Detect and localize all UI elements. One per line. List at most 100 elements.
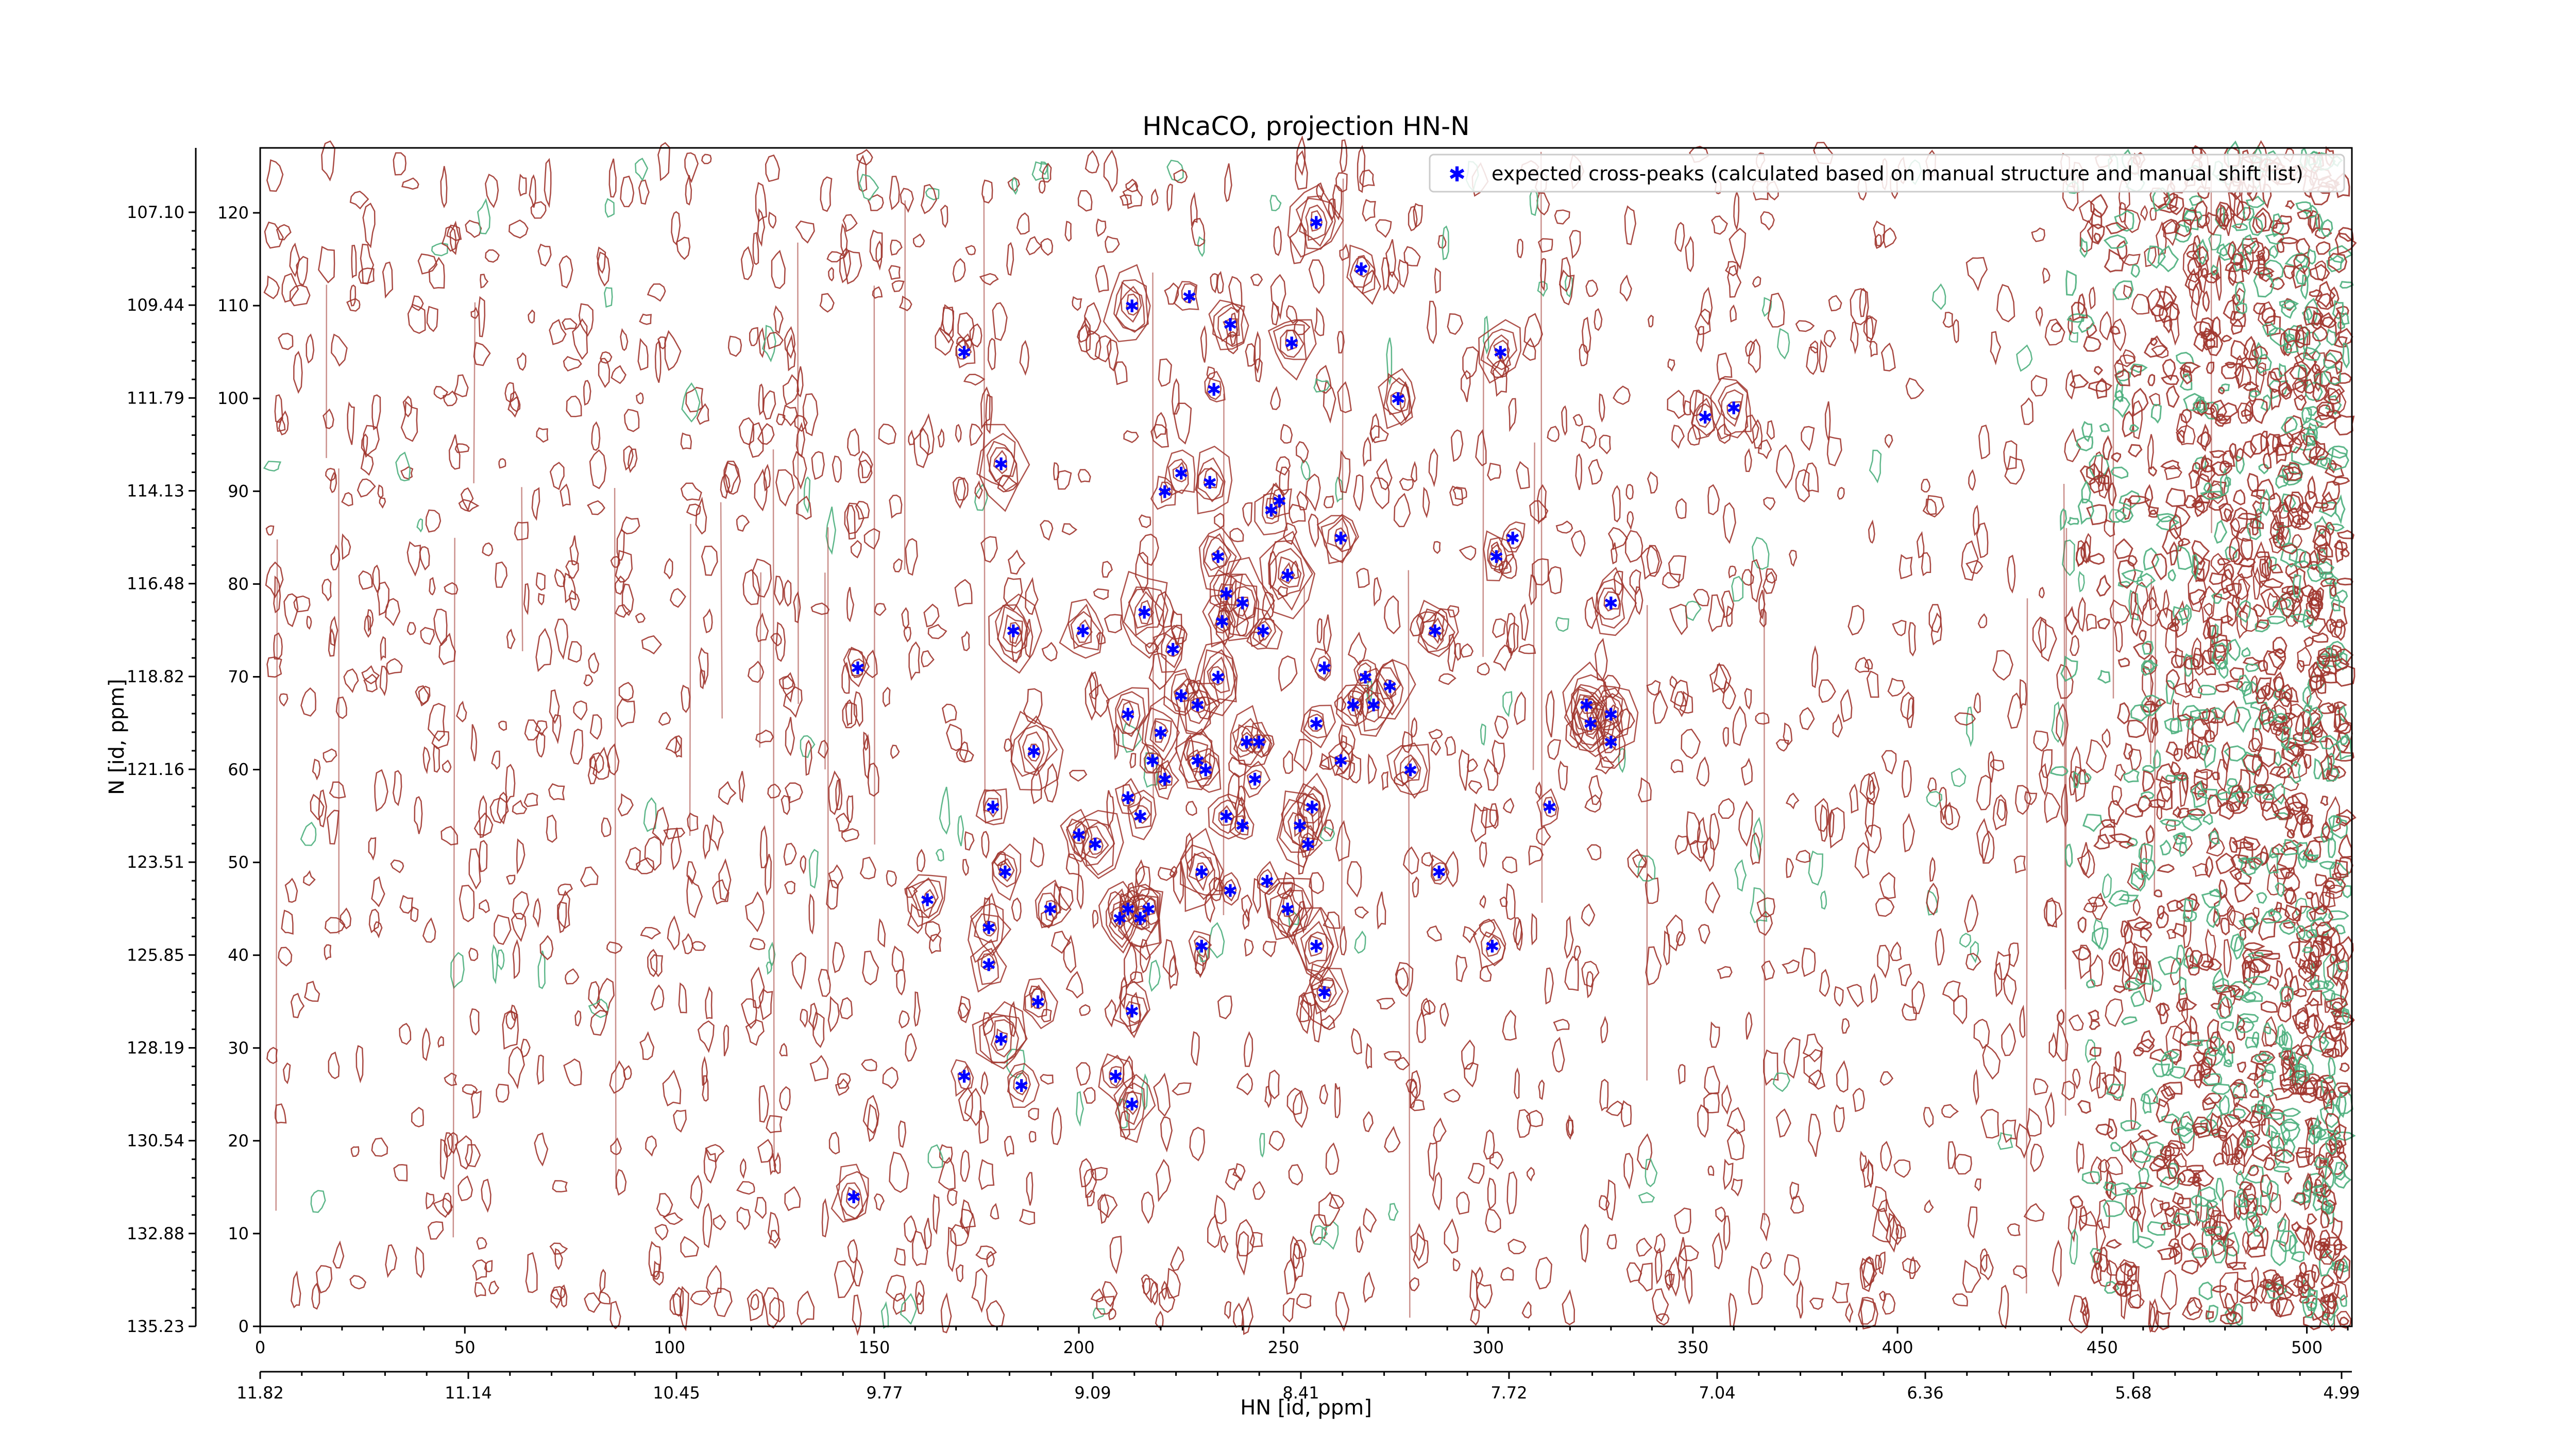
contour-line — [2191, 637, 2201, 668]
contour-line — [2207, 1019, 2219, 1044]
contour-line — [2105, 998, 2124, 1027]
contour-line — [2142, 660, 2159, 671]
contour-line — [1686, 811, 1701, 846]
contour-line — [2280, 726, 2292, 753]
contour-line — [623, 409, 640, 432]
contour-line — [1990, 331, 2002, 365]
contour-line — [1375, 659, 1416, 720]
contour-line — [2169, 302, 2180, 346]
contour-line — [2174, 682, 2192, 698]
contour-line — [1101, 561, 1113, 578]
contour-line — [2269, 513, 2281, 541]
y-ppm-tick-label: 118.82 — [127, 667, 184, 686]
contour-line — [1859, 773, 1875, 804]
contour-line — [2123, 742, 2133, 760]
contour-streak — [452, 537, 455, 1238]
contour-line — [1562, 1289, 1575, 1326]
contour-line — [2263, 1157, 2276, 1171]
cross-peak-marker: ✱ — [957, 1067, 972, 1087]
contour-line — [2192, 246, 2209, 268]
contour-line — [431, 730, 450, 749]
contour-line — [2307, 726, 2323, 736]
contour-line — [1039, 161, 1048, 175]
contour-line — [1437, 234, 1447, 249]
cross-peak-marker: ✱ — [1251, 733, 1266, 753]
contour-line — [1195, 862, 1210, 883]
contour-line — [946, 723, 963, 751]
contour-line — [1115, 691, 1146, 734]
cross-peak-marker: ✱ — [1264, 500, 1279, 521]
contour-line — [2270, 1239, 2287, 1267]
contour-line — [1186, 689, 1211, 724]
contour-line — [2314, 515, 2329, 535]
contour-line — [2280, 839, 2299, 856]
contour-line — [1351, 667, 1395, 737]
contour-line — [2243, 912, 2259, 934]
contour-line — [2091, 927, 2109, 951]
contour-line — [2326, 410, 2342, 419]
contour-line — [957, 815, 964, 847]
contour-line — [1760, 1212, 1771, 1242]
contour-line — [2282, 1058, 2295, 1083]
contour-line — [1114, 361, 1128, 385]
contour-line — [1050, 930, 1072, 954]
contour-line — [1375, 659, 1404, 716]
contour-line — [679, 1286, 689, 1332]
contour-line — [1370, 425, 1389, 444]
contour-line — [2152, 1063, 2171, 1077]
contour-line — [2315, 241, 2331, 255]
contour-line — [427, 703, 446, 742]
cross-peak-marker: ✱ — [1006, 621, 1021, 642]
contour-line — [536, 427, 549, 443]
contour-line — [686, 874, 703, 919]
y-ppm-tick-label: 116.48 — [127, 574, 184, 594]
contour-line — [1675, 498, 1687, 519]
contour-line — [1489, 803, 1499, 830]
contour-line — [841, 662, 850, 694]
contour-line — [1027, 744, 1041, 762]
contour-line — [1410, 1223, 1426, 1262]
contour-line — [2091, 207, 2103, 230]
contour-line — [2260, 394, 2272, 412]
contour-line — [2196, 431, 2212, 448]
contour-line — [894, 1248, 906, 1266]
contour-line — [433, 1198, 453, 1218]
contour-line — [1673, 691, 1687, 717]
contour-line — [518, 173, 527, 197]
contour-line — [2023, 1203, 2045, 1222]
plot-area-frame — [259, 147, 2353, 1327]
contour-line — [955, 424, 962, 443]
contour-line — [2123, 922, 2133, 945]
contour-line — [2227, 784, 2246, 811]
contour-line — [2139, 630, 2147, 643]
contour-line — [911, 1230, 928, 1267]
contour-line — [1536, 192, 1550, 216]
contour-line — [779, 1086, 791, 1111]
contour-line — [1394, 1057, 1410, 1071]
contour-line — [2221, 568, 2234, 594]
contour-line — [2294, 394, 2307, 411]
contour-line — [2273, 444, 2293, 457]
contour-line — [2132, 899, 2141, 917]
cross-peak-marker: ✱ — [1133, 909, 1148, 930]
contour-line — [1464, 1062, 1479, 1088]
contour-line — [959, 741, 969, 762]
contour-line — [488, 1280, 500, 1294]
contour-line — [2176, 545, 2193, 570]
contour-line — [2141, 660, 2155, 677]
contour-line — [2223, 1114, 2241, 1127]
contour-line — [1505, 883, 1516, 920]
contour-line — [2207, 794, 2223, 814]
cross-peak-marker: ✱ — [994, 454, 1009, 475]
contour-line — [635, 857, 655, 874]
contour-line — [2227, 985, 2241, 998]
contour-line — [2333, 541, 2348, 551]
contour-line — [982, 797, 999, 818]
contour-line — [2272, 521, 2284, 531]
contour-line — [2206, 837, 2225, 857]
contour-line — [2169, 541, 2178, 566]
contour-line — [1637, 1133, 1653, 1171]
contour-line — [1023, 978, 1058, 1030]
contour-line — [2142, 765, 2156, 773]
contour-line — [990, 1203, 999, 1220]
